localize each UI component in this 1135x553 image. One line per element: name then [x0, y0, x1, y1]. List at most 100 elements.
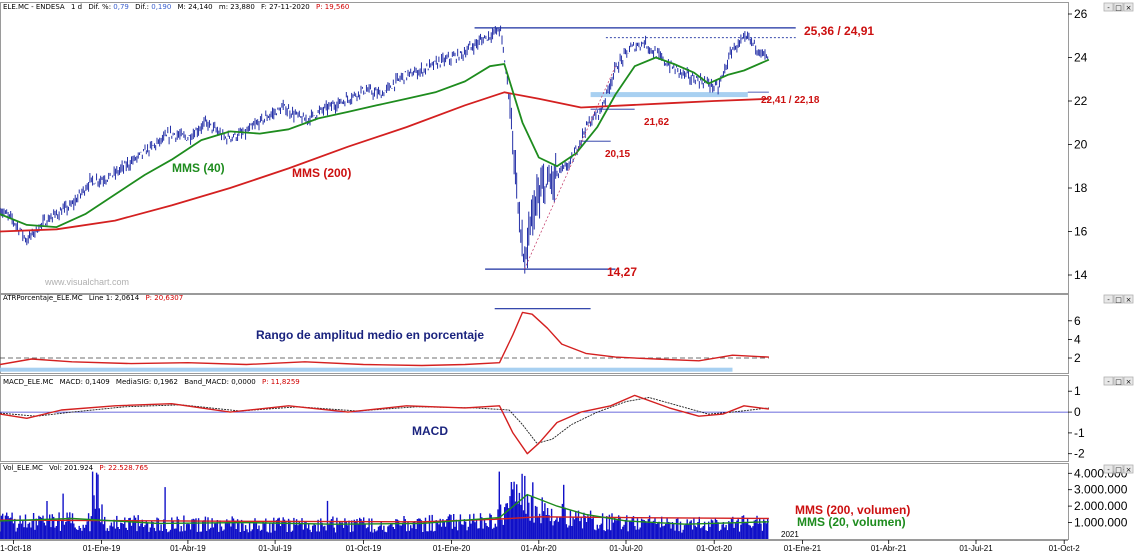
maximize-button[interactable]: [1113, 294, 1124, 304]
volume-bar: [100, 522, 102, 539]
volume-bar: [104, 516, 106, 539]
volume-bar: [165, 529, 168, 539]
volume-bar: [355, 521, 357, 539]
volume-bar: [528, 502, 530, 539]
volume-bar: [518, 492, 521, 539]
volume-bar: [713, 523, 715, 539]
volume-bar: [623, 524, 625, 539]
volume-bar: [673, 523, 675, 539]
volume-bar: [542, 511, 545, 539]
volume-bar: [102, 524, 104, 539]
maximize-button[interactable]: [1113, 2, 1124, 12]
volume-bar: [19, 515, 21, 539]
volume-bar: [338, 521, 341, 539]
volume-bar: [372, 532, 374, 539]
minimize-button[interactable]: [1103, 376, 1114, 386]
volume-bar: [434, 530, 436, 539]
volume-bar: [67, 517, 70, 539]
volume-bar: [223, 529, 225, 539]
volume-bar: [316, 531, 318, 539]
low-label: 14,27: [607, 265, 637, 279]
volume-legend-ma200: MMS (200, volumen): [795, 503, 910, 517]
volume-bar: [395, 519, 397, 539]
volume-bar: [306, 528, 309, 539]
volume-bar: [619, 516, 621, 539]
volume-bar: [576, 516, 578, 539]
volume-bar: [606, 516, 608, 539]
volume-bar: [255, 522, 258, 539]
volume-bar: [227, 520, 229, 539]
price-tick-label: 24: [1074, 51, 1088, 65]
volume-bar: [693, 517, 695, 539]
close-icon: ×: [1126, 296, 1132, 304]
volume-bar: [607, 529, 609, 539]
close-button[interactable]: [1123, 376, 1134, 386]
volume-bar: [620, 529, 623, 539]
volume-bar: [597, 528, 600, 539]
volume-bar: [732, 516, 734, 539]
x-tick-label: 01-Jul-20: [609, 544, 643, 553]
minimize-button[interactable]: [1103, 2, 1114, 12]
volume-bar: [168, 531, 170, 539]
maximize-button[interactable]: [1113, 376, 1124, 386]
maximize-button[interactable]: [1113, 464, 1124, 474]
volume-bar: [293, 517, 295, 539]
volume-bar: [137, 515, 139, 539]
volume-bar: [3, 519, 5, 539]
volume-bar: [714, 518, 717, 539]
volume-bar: [632, 516, 635, 539]
volume-bar: [541, 497, 543, 539]
volume-bar: [659, 527, 662, 539]
atr-tick-label: 6: [1074, 314, 1081, 328]
atr-panel-frame: [0, 294, 1069, 374]
volume-bar: [234, 520, 236, 539]
volume-bar: [538, 513, 541, 539]
volume-bar: [446, 519, 448, 539]
volume-bar: [149, 527, 151, 539]
volume-bar: [540, 523, 542, 539]
volume-bar: [466, 530, 468, 539]
close-button[interactable]: [1123, 464, 1134, 474]
close-button[interactable]: [1123, 294, 1134, 304]
volume-bar: [146, 523, 149, 539]
volume-legend-ma20: MMS (20, volumen): [797, 515, 906, 529]
volume-bar: [263, 522, 266, 539]
volume-bar: [631, 517, 633, 539]
volume-bar: [322, 526, 325, 539]
volume-bar: [349, 532, 351, 539]
volume-bar: [392, 527, 394, 539]
volume-bar: [679, 521, 682, 539]
volume-bar: [11, 512, 13, 539]
volume-bar: [396, 519, 398, 539]
volume-bar: [283, 519, 286, 539]
volume-bar: [290, 531, 292, 539]
volume-bar: [176, 516, 178, 539]
volume-bar: [94, 508, 96, 539]
volume-bar: [278, 517, 280, 539]
volume-bar: [30, 527, 32, 539]
volume-bar: [70, 523, 72, 539]
volume-bar: [145, 521, 147, 539]
volume-bar: [561, 503, 564, 539]
minimize-button[interactable]: [1103, 294, 1114, 304]
volume-bar: [642, 519, 644, 539]
volume-bar: [440, 526, 443, 539]
volume-bar: [248, 522, 251, 539]
close-button[interactable]: [1123, 2, 1134, 12]
volume-bar: [504, 507, 506, 539]
volume-bar: [83, 527, 86, 539]
volume-bar: [230, 526, 232, 539]
volume-bar: [622, 526, 624, 539]
volume-bar: [764, 520, 766, 539]
volume-bar: [514, 501, 517, 539]
volume-bar: [226, 519, 228, 539]
volume-bar: [247, 532, 249, 539]
volume-bar: [15, 531, 17, 539]
volume-bar: [738, 531, 741, 539]
volume-bar: [548, 515, 550, 539]
volume-bar: [55, 526, 58, 539]
volume-bar: [202, 520, 204, 539]
volume-bar: [259, 530, 262, 539]
minimize-button[interactable]: [1103, 464, 1114, 474]
volume-bar: [397, 520, 400, 539]
